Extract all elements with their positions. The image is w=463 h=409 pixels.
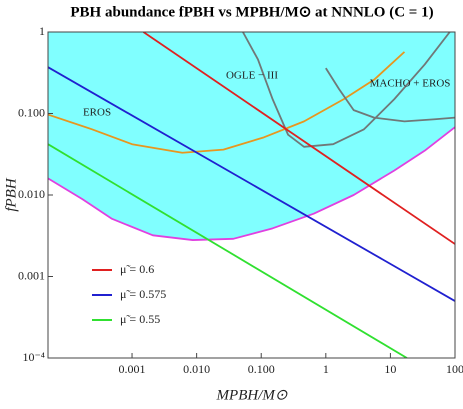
x-tick-label: 0.010 bbox=[183, 362, 210, 376]
series-line bbox=[325, 67, 455, 123]
x-tick-label: 100 bbox=[446, 362, 463, 376]
annotation: OGLE − III bbox=[226, 70, 278, 82]
series-line bbox=[48, 66, 455, 302]
series-line bbox=[48, 126, 455, 241]
series-line bbox=[242, 32, 451, 148]
chart-title: PBH abundance fPBH vs MPBH/M⊙ at NNNLO (… bbox=[70, 4, 433, 20]
excluded-region bbox=[48, 32, 455, 241]
series-line bbox=[48, 143, 408, 358]
x-axis-label: MPBH/M⊙ bbox=[216, 387, 288, 403]
legend-label: μ̃ = 0.6 bbox=[120, 262, 154, 276]
legend-label: μ̃ = 0.575 bbox=[120, 287, 166, 301]
x-tick-label: 10 bbox=[384, 362, 396, 376]
series-line bbox=[48, 51, 406, 154]
y-tick-label: 0.100 bbox=[18, 105, 45, 119]
annotation: EROS bbox=[83, 107, 111, 119]
annotation: MACHO + EROS bbox=[370, 78, 451, 90]
x-tick-label: 0.100 bbox=[248, 362, 275, 376]
y-tick-label: 10⁻⁴ bbox=[22, 350, 45, 364]
y-tick-label: 0.010 bbox=[18, 187, 45, 201]
y-tick-label: 1 bbox=[39, 24, 45, 38]
y-tick-label: 0.001 bbox=[18, 268, 45, 282]
series-line bbox=[142, 32, 455, 245]
x-tick-label: 0.001 bbox=[119, 362, 146, 376]
x-tick-label: 1 bbox=[323, 362, 329, 376]
y-axis-label: fPBH bbox=[3, 177, 19, 211]
plot bbox=[48, 32, 455, 358]
legend-label: μ̃ = 0.55 bbox=[120, 312, 160, 326]
